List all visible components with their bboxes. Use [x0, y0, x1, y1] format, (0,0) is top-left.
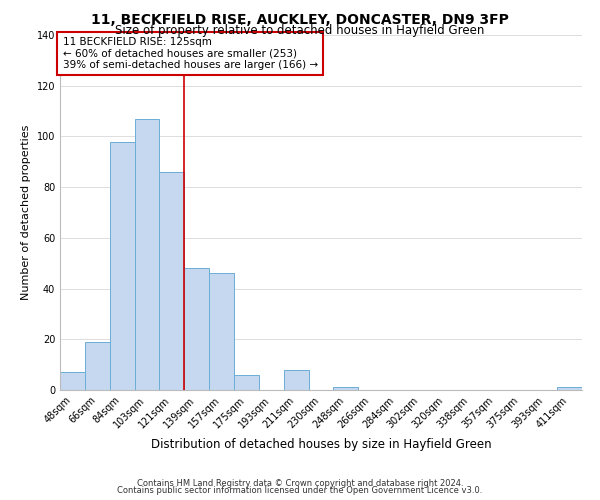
Text: 11, BECKFIELD RISE, AUCKLEY, DONCASTER, DN9 3FP: 11, BECKFIELD RISE, AUCKLEY, DONCASTER, … [91, 12, 509, 26]
Text: 11 BECKFIELD RISE: 125sqm
← 60% of detached houses are smaller (253)
39% of semi: 11 BECKFIELD RISE: 125sqm ← 60% of detac… [62, 37, 318, 70]
Bar [160, 172, 184, 390]
Bar [110, 142, 134, 390]
Bar [184, 268, 209, 390]
Text: Contains public sector information licensed under the Open Government Licence v3: Contains public sector information licen… [118, 486, 482, 495]
Bar [209, 274, 234, 390]
Text: Size of property relative to detached houses in Hayfield Green: Size of property relative to detached ho… [115, 24, 485, 37]
Bar [557, 388, 582, 390]
Bar [60, 372, 85, 390]
Bar [85, 342, 110, 390]
Bar [334, 388, 358, 390]
Y-axis label: Number of detached properties: Number of detached properties [21, 125, 31, 300]
X-axis label: Distribution of detached houses by size in Hayfield Green: Distribution of detached houses by size … [151, 438, 491, 451]
Bar [134, 118, 160, 390]
Bar [284, 370, 308, 390]
Bar [234, 375, 259, 390]
Text: Contains HM Land Registry data © Crown copyright and database right 2024.: Contains HM Land Registry data © Crown c… [137, 478, 463, 488]
